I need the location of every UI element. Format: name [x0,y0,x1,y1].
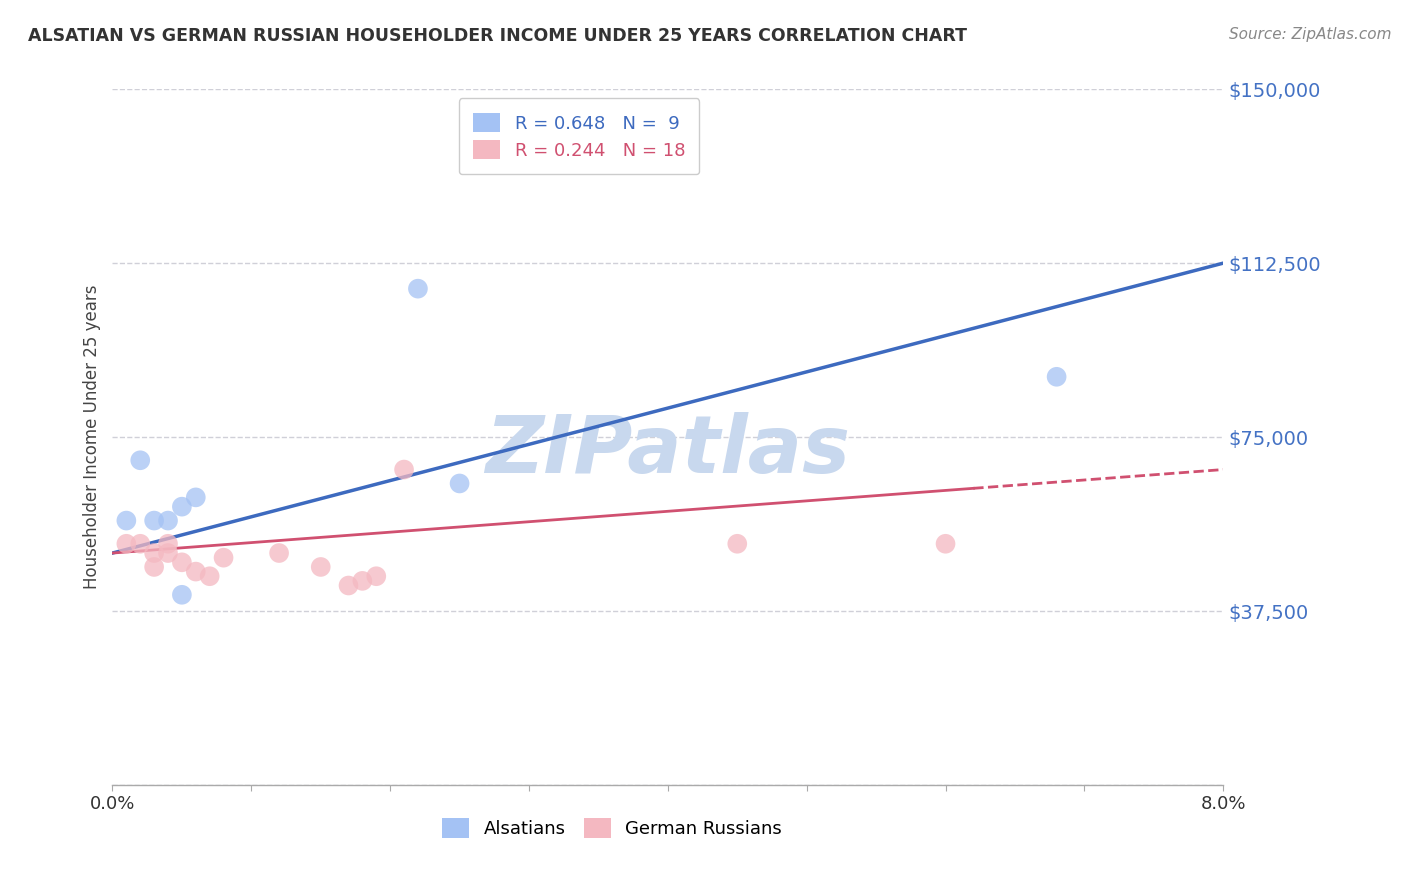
Point [392,462,415,476]
Point [184,565,207,579]
Point [198,569,221,583]
Point [366,569,388,583]
Point [157,514,180,528]
Point [115,537,138,551]
Y-axis label: Householder Income Under 25 years: Householder Income Under 25 years [83,285,101,590]
Point [129,537,152,551]
Point [184,491,207,505]
Point [129,453,152,467]
Point [1045,369,1069,384]
Point [143,514,166,528]
Point [170,588,193,602]
Point [725,537,748,551]
Point [143,560,166,574]
Text: ALSATIAN VS GERMAN RUSSIAN HOUSEHOLDER INCOME UNDER 25 YEARS CORRELATION CHART: ALSATIAN VS GERMAN RUSSIAN HOUSEHOLDER I… [28,27,967,45]
Point [406,282,429,296]
Point [449,476,471,491]
Point [309,560,332,574]
Point [337,578,360,592]
Point [352,574,374,588]
Text: Source: ZipAtlas.com: Source: ZipAtlas.com [1229,27,1392,42]
Point [115,514,138,528]
Text: ZIPatlas: ZIPatlas [485,412,851,490]
Point [170,555,193,569]
Point [267,546,291,560]
Point [212,550,235,565]
Point [157,546,180,560]
Point [143,546,166,560]
Legend: Alsatians, German Russians: Alsatians, German Russians [436,811,789,846]
Point [157,537,180,551]
Point [934,537,956,551]
Point [170,500,193,514]
